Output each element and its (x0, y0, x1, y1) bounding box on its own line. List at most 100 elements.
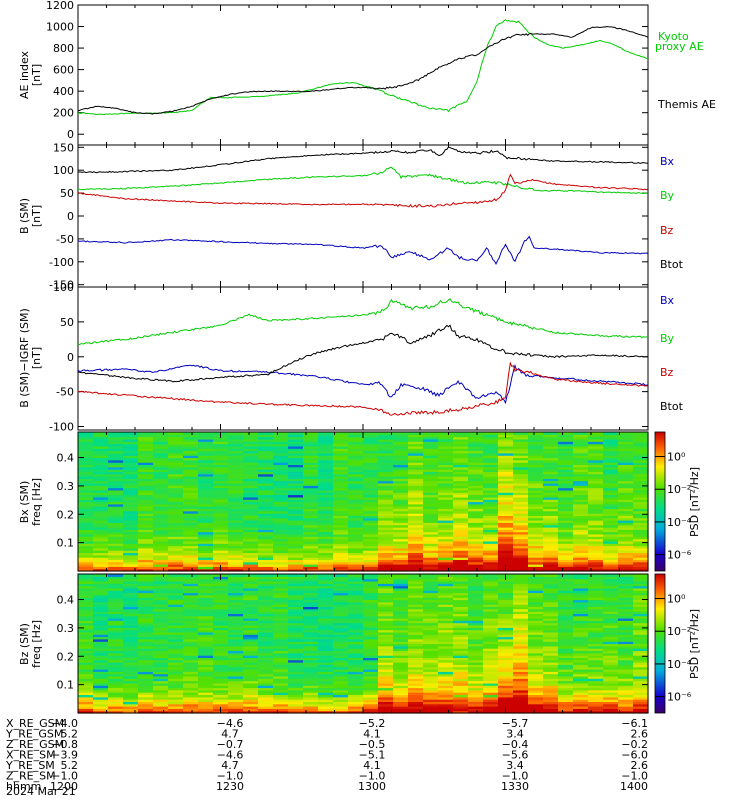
spectrogram-cell (303, 520, 319, 523)
spectrogram-cell (213, 627, 229, 631)
spectrogram-cell (468, 436, 484, 440)
y-tick-label: -50 (56, 233, 74, 246)
spectrogram-cell (378, 594, 394, 598)
spectrogram-cell (618, 434, 634, 438)
spectrogram-cell (423, 611, 439, 614)
spectrogram-cell (558, 608, 574, 612)
spectrogram-cell (603, 680, 619, 684)
spectrogram-cell (183, 631, 199, 635)
spectrogram-cell (423, 669, 439, 672)
spectrogram-cell (588, 680, 604, 684)
spectrogram-cell (93, 432, 109, 435)
spectrogram-cell (438, 652, 454, 656)
spectrogram-cell (273, 622, 289, 626)
spectrogram-cell (603, 699, 619, 702)
spectrogram-cell (243, 703, 259, 707)
spectrogram-cell (183, 554, 199, 558)
spectrogram-cell (633, 671, 649, 675)
spectrogram-cell (303, 696, 319, 700)
spectrogram-cell (198, 685, 214, 689)
spectrogram-cell (108, 634, 124, 638)
spectrogram-cell (603, 692, 619, 695)
spectrogram-cell (498, 536, 514, 540)
spectrogram-cell (528, 540, 544, 544)
spectrogram-cell (618, 513, 634, 516)
spectrogram-cell (108, 687, 124, 691)
spectrogram-cell (183, 611, 199, 614)
spectrogram-cell (303, 703, 319, 707)
spectrogram-cell (363, 576, 379, 580)
bz-spectrogram-panel: 0.10.20.30.4 Bz (SM) freq [Hz] 10⁻⁶10⁻⁴1… (18, 573, 701, 714)
spectrogram-cell (618, 450, 634, 454)
spectrogram-cell (258, 606, 274, 610)
ephemeris-value: −5.1 (359, 749, 386, 762)
spectrogram-cell (543, 450, 559, 454)
spectrogram-cell (633, 682, 649, 686)
spectrogram-cell (588, 489, 604, 493)
spectrogram-cell (573, 513, 589, 516)
spectrogram-cell (93, 701, 109, 705)
spectrogram-cell (273, 699, 289, 702)
spectrogram-cell (78, 478, 94, 482)
spectrogram-cell (228, 641, 244, 645)
spectrogram-cell (213, 485, 229, 489)
ephemeris-value: −4.6 (217, 749, 244, 762)
spectrogram-cell (228, 645, 244, 649)
spectrogram-cell (108, 652, 124, 656)
spectrogram-cell (333, 694, 349, 698)
spectrogram-cell (438, 448, 454, 452)
spectrogram-cell (183, 448, 199, 452)
spectrogram-cell (573, 650, 589, 654)
spectrogram-cell (603, 638, 619, 642)
spectrogram-cell (618, 536, 634, 540)
spectrogram-cell (588, 436, 604, 440)
spectrogram-cell (318, 531, 334, 535)
spectrogram-cell (408, 581, 424, 584)
spectrogram-cell (528, 664, 544, 668)
spectrogram-cell (288, 699, 304, 702)
spectrogram-cell (378, 499, 394, 503)
spectrogram-cell (303, 545, 319, 549)
spectrogram-cell (228, 524, 244, 528)
spectrogram-cell (423, 701, 439, 705)
spectrogram-cell (558, 710, 574, 714)
spectrogram-cell (228, 615, 244, 619)
spectrogram-cell (258, 445, 274, 449)
spectrogram-cell (483, 455, 499, 459)
spectrogram-cell (348, 710, 364, 714)
spectrogram-cell (183, 692, 199, 695)
spectrogram-cell (288, 620, 304, 624)
spectrogram-cell (198, 508, 214, 512)
spectrogram-cell (228, 657, 244, 661)
spectrogram-cell (423, 432, 439, 435)
spectrogram-cell (378, 701, 394, 705)
spectrogram-cell (303, 448, 319, 452)
spectrogram-cell (423, 445, 439, 449)
spectrogram-cell (228, 671, 244, 675)
spectrogram-cell (243, 499, 259, 503)
spectrogram-cell (363, 634, 379, 638)
spectrogram-cell (153, 629, 169, 633)
spectrogram-cell (213, 597, 229, 601)
spectrogram-cell (363, 434, 379, 438)
spectrogram-cell (423, 452, 439, 456)
spectrogram-cell (453, 618, 469, 621)
spectrogram-cell (303, 689, 319, 693)
spectrogram-cell (558, 655, 574, 658)
spectrogram-cell (318, 473, 334, 477)
spectrogram-cell (78, 682, 94, 686)
spectrogram-cell (528, 545, 544, 549)
spectrogram-cell (633, 581, 649, 584)
spectrogram-cell (123, 669, 139, 672)
spectrogram-cell (573, 662, 589, 665)
spectrogram-cell (168, 583, 184, 587)
spectrogram-cell (213, 685, 229, 689)
spectrogram-cell (348, 513, 364, 516)
spectrogram-cell (348, 462, 364, 465)
spectrogram-cell (618, 508, 634, 512)
spectrogram-cell (483, 638, 499, 642)
ephemeris-value: −1.0 (502, 770, 529, 783)
spectrogram-cell (303, 436, 319, 440)
spectrogram-cell (168, 622, 184, 626)
